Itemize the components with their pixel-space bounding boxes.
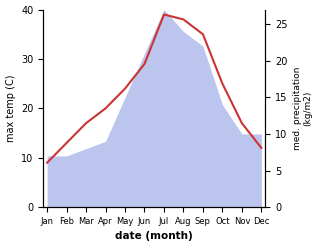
Y-axis label: med. precipitation
(kg/m2): med. precipitation (kg/m2) bbox=[293, 67, 313, 150]
X-axis label: date (month): date (month) bbox=[115, 231, 193, 242]
Y-axis label: max temp (C): max temp (C) bbox=[5, 75, 16, 142]
